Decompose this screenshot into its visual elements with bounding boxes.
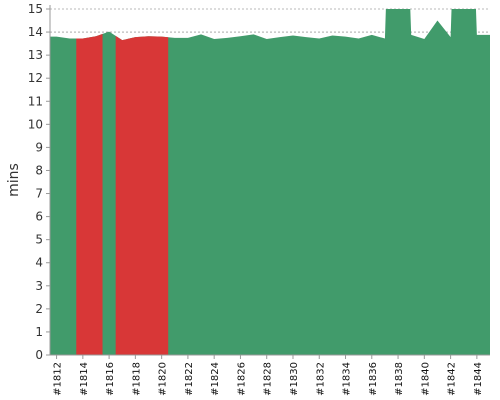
y-tick-label: 5 — [35, 233, 43, 247]
x-tick-labels: #1812 #1814 #1816 #1818 #1820 #1822 #1824 #1826… — [53, 355, 484, 396]
failed-build-area — [76, 9, 103, 355]
x-tick-label: #1836 — [368, 362, 379, 396]
y-tick-label: 4 — [35, 256, 43, 270]
x-tick-label: #1826 — [236, 362, 247, 396]
x-tick-label: #1834 — [342, 362, 353, 396]
y-tick-label: 13 — [28, 48, 43, 62]
y-tick-label: 10 — [28, 117, 43, 131]
x-tick-label: #1830 — [289, 362, 300, 396]
y-tick-label: 2 — [35, 302, 43, 316]
x-tick-label: #1818 — [131, 362, 142, 396]
x-tick-label: #1816 — [105, 362, 116, 396]
y-tick-label: 15 — [28, 2, 43, 16]
x-tick-label: #1842 — [447, 362, 458, 396]
x-tick-label: #1828 — [263, 362, 274, 396]
area-series — [50, 9, 490, 355]
failed-build-area — [115, 9, 169, 355]
x-tick-label: #1840 — [420, 362, 431, 396]
x-tick-label: #1820 — [158, 362, 169, 396]
x-tick-label: #1838 — [394, 362, 405, 396]
x-tick-label: #1812 — [53, 362, 64, 396]
x-tick-label: #1844 — [473, 362, 484, 396]
y-tick-label: 3 — [35, 279, 43, 293]
y-tick-label: 0 — [35, 348, 43, 362]
y-tick-label: 12 — [28, 71, 43, 85]
y-tick-label: 8 — [35, 163, 43, 177]
y-tick-label: 11 — [28, 94, 43, 108]
y-tick-label: 6 — [35, 210, 43, 224]
y-tick-label: 9 — [35, 140, 43, 154]
x-tick-label: #1814 — [79, 362, 90, 396]
y-tick-label: 1 — [35, 325, 43, 339]
x-tick-label: #1822 — [184, 362, 195, 396]
y-axis-label: mins — [6, 163, 22, 197]
axes — [49, 5, 490, 356]
x-tick-label: #1832 — [315, 362, 326, 396]
y-tick-label: 7 — [35, 187, 43, 201]
x-tick-label: #1824 — [210, 362, 221, 396]
y-tick-label: 14 — [28, 25, 43, 39]
